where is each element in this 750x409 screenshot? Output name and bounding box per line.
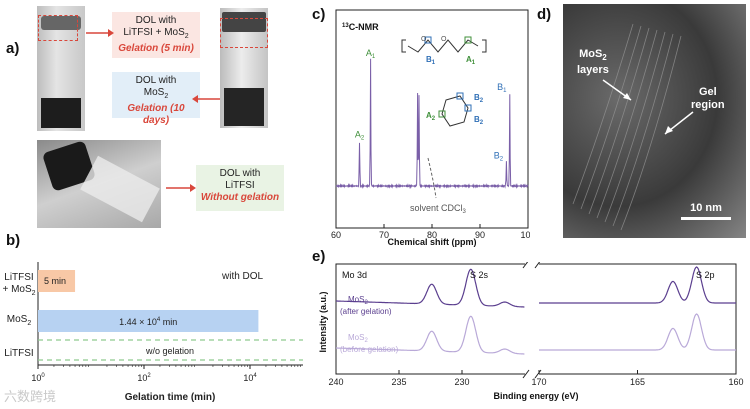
- c-tick-label-2: 80: [427, 230, 437, 240]
- region-label-s2p: S 2p: [696, 270, 715, 280]
- c-x-axis-label: Chemical shift (ppm): [387, 237, 476, 247]
- vial-photo-3: [37, 140, 161, 228]
- xps-s2p-before: [539, 313, 736, 351]
- e-ticks: 240 235 230 170 165 160: [328, 370, 744, 387]
- e-tick-label-0-1: 235: [391, 377, 406, 387]
- panel-label-a: a): [6, 40, 20, 57]
- e-tick-label-1-1: 165: [630, 377, 645, 387]
- box2-line3: Gelation (10 days): [127, 103, 185, 126]
- nmr-chart: 60 70 80 90 100 A2 A1 B2 B1 13C-NMR O O B1 A1 B…: [331, 9, 530, 247]
- e-tick-label-0-0: 240: [328, 377, 343, 387]
- e-y-axis-label: Intensity (a.u.): [318, 291, 328, 352]
- b-cat-label-2: MoS2: [6, 314, 32, 327]
- gel-highlight-box-1: [38, 15, 78, 41]
- peak-label-5: B1: [497, 82, 507, 94]
- panel-b: 100 102 104 5 min 1.44 × 104 min w/o gelatio…: [0, 240, 305, 409]
- bar-label-2: 1.44 × 104 min: [119, 317, 177, 327]
- bar-mos2: [38, 310, 259, 332]
- tem-label-mos2: MoS2 layers: [577, 48, 609, 77]
- solvent-label: solvent CDCl3: [410, 203, 467, 215]
- box1-line2: LiTFSI + MoS2: [123, 27, 189, 40]
- c-ticks: 60 70 80 90 100: [331, 224, 530, 240]
- e-lines: [336, 266, 736, 355]
- struct-label-b1: B1: [426, 55, 436, 66]
- struct-label-a2: A2: [426, 111, 436, 122]
- panel-a: DOL with LiTFSI + MoS2 Gelation (5 min) …: [0, 0, 305, 232]
- box2-line1: DOL with: [135, 75, 177, 86]
- series-label-before: MoS2 (before gelation): [340, 333, 399, 354]
- gelation-chart: 100 102 104 5 min 1.44 × 104 min w/o gelatio…: [31, 262, 303, 403]
- ring-structure: [438, 92, 472, 127]
- c-tick-label-1: 70: [379, 230, 389, 240]
- b-cat-label-1: LiTFSI + MoS2: [2, 272, 36, 297]
- scale-bar: [681, 217, 731, 220]
- box1-line3: Gelation (5 min): [118, 43, 194, 54]
- e-tick-label-1-2: 160: [728, 377, 743, 387]
- c-tick-label-0: 60: [331, 230, 341, 240]
- scale-label: 10 nm: [690, 202, 722, 214]
- b-bars: 5 min 1.44 × 104 min w/o gelation: [38, 270, 303, 361]
- linear-structure: [401, 36, 487, 53]
- xps-chart: 240 235 230 170 165 160 Mo 3d S 2s S 2p MoS2(…: [318, 262, 744, 401]
- b-tick-label-0: 100: [31, 373, 45, 383]
- e-tick-label-0-2: 230: [454, 377, 469, 387]
- panel-label-e: e): [312, 248, 326, 265]
- axis-break-gap: [525, 262, 539, 380]
- nmr-title: 13C-NMR: [342, 22, 379, 32]
- annotation-box-1: DOL with LiTFSI + MoS2 Gelation (5 min): [112, 12, 200, 58]
- b-cat-label-3: LiTFSI: [4, 348, 34, 359]
- watermark: 六数跨境: [4, 389, 57, 404]
- b-tick-label-2: 104: [243, 373, 257, 383]
- struct-label-a1: A1: [466, 55, 476, 66]
- bar-label-3: w/o gelation: [145, 346, 194, 356]
- annotation-box-2: DOL with MoS2 Gelation (10 days): [112, 72, 200, 126]
- gel-highlight-box-2: [220, 18, 268, 48]
- b-ticks: 100 102 104: [31, 365, 301, 383]
- nmr-spectrum-line: [335, 58, 529, 189]
- bar-label-1: 5 min: [44, 276, 66, 286]
- arrow-1: [86, 29, 114, 37]
- tem-label-gel: Gel region: [691, 86, 725, 111]
- vial-photo-2: [220, 8, 268, 128]
- box3-line1: DOL with: [219, 168, 261, 179]
- struct-label-b2b: B2: [474, 115, 484, 126]
- xps-s2p-after: [539, 266, 736, 304]
- e-x-axis-label: Binding energy (eV): [493, 391, 578, 401]
- series-label-after: MoS2 (after gelation): [340, 295, 392, 316]
- e-tick-label-1-0: 170: [531, 377, 546, 387]
- arrow-2: [192, 95, 220, 103]
- struct-o-2: O: [441, 36, 447, 43]
- xps-mo3d-before: [336, 315, 525, 355]
- bar-litfsi-mos2: [38, 270, 76, 292]
- panel-label-c: c): [312, 6, 326, 23]
- arrow-3: [166, 184, 196, 192]
- tem-image: MoS2 layers Gel region 10 nm: [563, 4, 746, 238]
- axis-break-marks: [522, 262, 542, 379]
- box1-line1: DOL with: [135, 15, 177, 26]
- b-tick-label-1: 102: [137, 373, 151, 383]
- panel-label-b: b): [6, 232, 21, 249]
- peak-label-1: A1: [366, 48, 376, 60]
- annotation-box-3: DOL with LiTFSI Without gelation: [196, 165, 284, 211]
- c-tick-label-4: 100: [520, 230, 530, 240]
- c-tick-label-3: 90: [475, 230, 485, 240]
- box3-line3: Without gelation: [200, 192, 280, 203]
- peak-label-0: A2: [355, 130, 365, 142]
- box3-line2: LiTFSI: [225, 180, 255, 191]
- tem-overlay: [572, 23, 731, 231]
- panel-c: 60 70 80 90 100 A2 A1 B2 B1 13C-NMR O O B1 A1 B…: [318, 8, 530, 248]
- struct-label-b2a: B2: [474, 93, 484, 104]
- c-peak-labels: A2 A1 B2 B1: [355, 48, 507, 162]
- struct-o-1: O: [421, 36, 427, 43]
- b-x-axis-label: Gelation time (min): [125, 392, 216, 403]
- box2-line2: MoS2: [143, 87, 169, 100]
- xps-mo3d-after: [336, 268, 525, 308]
- panel-label-d: d): [537, 6, 552, 23]
- solvent-arrow: [427, 157, 437, 199]
- region-label-mo3d: Mo 3d: [342, 270, 367, 280]
- region-label-s2s: S 2s: [470, 270, 489, 280]
- peak-label-4: B2: [494, 150, 504, 162]
- panel-e: 240 235 230 170 165 160 Mo 3d S 2s S 2p MoS2(…: [318, 262, 748, 409]
- b-annotation: with DOL: [221, 271, 264, 282]
